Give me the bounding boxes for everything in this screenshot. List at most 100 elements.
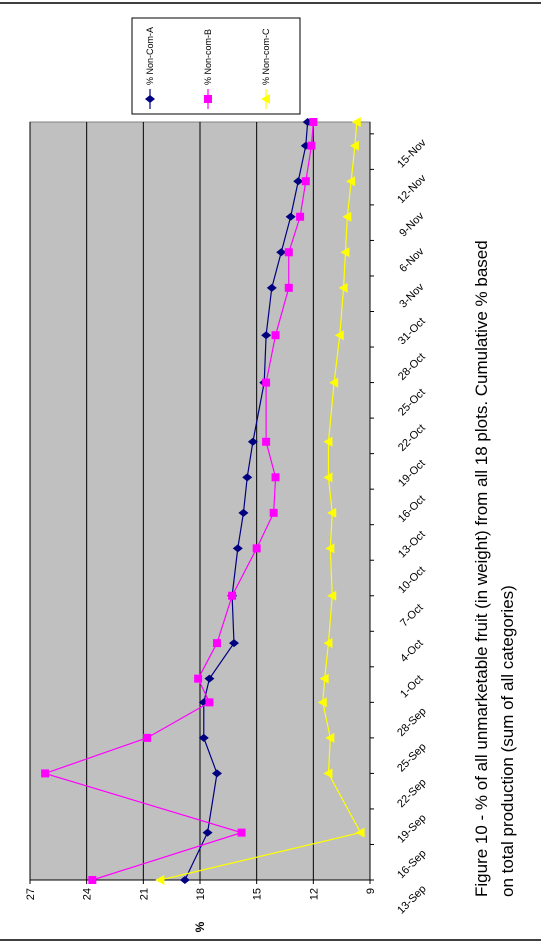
data-point bbox=[247, 437, 258, 446]
data-point bbox=[351, 117, 361, 127]
y-tick-label: 27 bbox=[25, 888, 37, 900]
data-point bbox=[179, 876, 190, 884]
data-point bbox=[284, 283, 293, 292]
x-tick-label: 25-Sep bbox=[395, 741, 429, 775]
data-point bbox=[271, 473, 280, 482]
data-point bbox=[271, 331, 280, 340]
data-point bbox=[323, 768, 333, 779]
data-point bbox=[307, 141, 316, 150]
caption: on total production (sum of all categori… bbox=[498, 585, 517, 897]
legend-marker bbox=[261, 94, 270, 104]
y-tick-label: 21 bbox=[138, 888, 150, 900]
x-tick-label: 10-Oct bbox=[396, 564, 428, 596]
data-point bbox=[319, 673, 329, 684]
data-point bbox=[327, 507, 337, 518]
x-tick-label: 28-Sep bbox=[395, 705, 429, 739]
data-point bbox=[276, 248, 287, 257]
data-point bbox=[355, 827, 365, 838]
data-point bbox=[323, 472, 333, 483]
legend-label: % Non-com-B bbox=[203, 29, 213, 85]
x-tick-label: 19-Oct bbox=[396, 458, 428, 490]
data-point bbox=[309, 118, 318, 126]
data-point bbox=[301, 177, 310, 186]
data-point bbox=[213, 639, 221, 648]
legend-marker bbox=[145, 95, 155, 103]
x-tick-label: 16-Sep bbox=[395, 848, 429, 882]
data-point bbox=[202, 828, 213, 837]
x-tick-label: 22-Sep bbox=[395, 776, 429, 810]
data-point bbox=[329, 377, 339, 388]
data-point bbox=[143, 733, 152, 742]
data-point bbox=[237, 828, 246, 837]
x-tick-label: 31-Oct bbox=[396, 315, 428, 347]
data-point bbox=[346, 176, 356, 187]
data-point bbox=[41, 769, 50, 778]
data-point bbox=[194, 674, 203, 683]
data-point bbox=[325, 732, 335, 743]
data-point bbox=[261, 331, 272, 340]
data-point bbox=[238, 508, 249, 517]
legend-box bbox=[131, 17, 301, 115]
data-point bbox=[342, 211, 352, 222]
series-line bbox=[160, 121, 362, 881]
data-point bbox=[323, 638, 333, 649]
x-tick-label: 4-Oct bbox=[398, 637, 426, 665]
x-tick-label: 3-Nov bbox=[397, 281, 427, 311]
x-tick-label: 12-Nov bbox=[395, 172, 429, 206]
x-tick-label: 6-Nov bbox=[397, 245, 427, 275]
data-point bbox=[229, 639, 239, 648]
data-point bbox=[340, 247, 350, 258]
data-point bbox=[296, 212, 305, 221]
y-tick-label: 18 bbox=[195, 888, 207, 900]
legend-marker bbox=[204, 95, 212, 103]
legend-label: % Non-com-C bbox=[261, 28, 271, 85]
data-point bbox=[204, 674, 215, 683]
y-tick-label: 12 bbox=[308, 888, 320, 900]
y-tick-label: 15 bbox=[252, 888, 264, 900]
data-point bbox=[242, 473, 253, 482]
data-point bbox=[327, 590, 337, 601]
x-tick-label: 1-Oct bbox=[398, 673, 426, 701]
x-tick-label: 15-Nov bbox=[395, 137, 429, 171]
x-tick-label: 9-Nov bbox=[397, 210, 427, 240]
data-point bbox=[155, 875, 165, 885]
data-point bbox=[205, 698, 214, 707]
data-point bbox=[293, 177, 304, 186]
x-tick-label: 28-Oct bbox=[396, 351, 428, 383]
data-point bbox=[349, 140, 359, 151]
data-point bbox=[232, 544, 243, 553]
y-tick-label: 24 bbox=[82, 888, 94, 900]
x-tick-label: 22-Oct bbox=[396, 422, 428, 454]
x-tick-label: 13-Sep bbox=[395, 883, 429, 917]
data-point bbox=[284, 248, 293, 257]
caption: Figure 10 - % of all unmarketable fruit … bbox=[472, 240, 491, 897]
data-point bbox=[262, 437, 271, 446]
x-tick-label: 16-Oct bbox=[396, 493, 428, 525]
data-point bbox=[302, 118, 313, 126]
series-line bbox=[184, 121, 309, 881]
data-point bbox=[325, 543, 335, 554]
series-line bbox=[43, 121, 314, 881]
data-point bbox=[323, 436, 333, 447]
data-point bbox=[262, 378, 271, 387]
rotated-chart: 9121518212427%13-Sep16-Sep19-Sep22-Sep25… bbox=[25, 17, 517, 932]
data-point bbox=[317, 697, 327, 708]
x-tick-label: 7-Oct bbox=[398, 602, 426, 630]
x-tick-label: 25-Oct bbox=[396, 387, 428, 419]
data-point bbox=[198, 733, 209, 742]
y-axis-title: % bbox=[193, 921, 207, 932]
data-point bbox=[88, 876, 97, 884]
data-point bbox=[252, 544, 261, 553]
data-point bbox=[228, 591, 237, 600]
x-tick-label: 13-Oct bbox=[396, 529, 428, 561]
data-point bbox=[285, 212, 296, 221]
data-point bbox=[212, 769, 222, 778]
data-point bbox=[266, 283, 277, 292]
x-tick-label: 19-Sep bbox=[395, 812, 429, 846]
data-point bbox=[334, 330, 344, 341]
data-point bbox=[338, 282, 348, 293]
legend-label: % Non-Com-A bbox=[145, 27, 155, 85]
data-point bbox=[269, 508, 278, 517]
